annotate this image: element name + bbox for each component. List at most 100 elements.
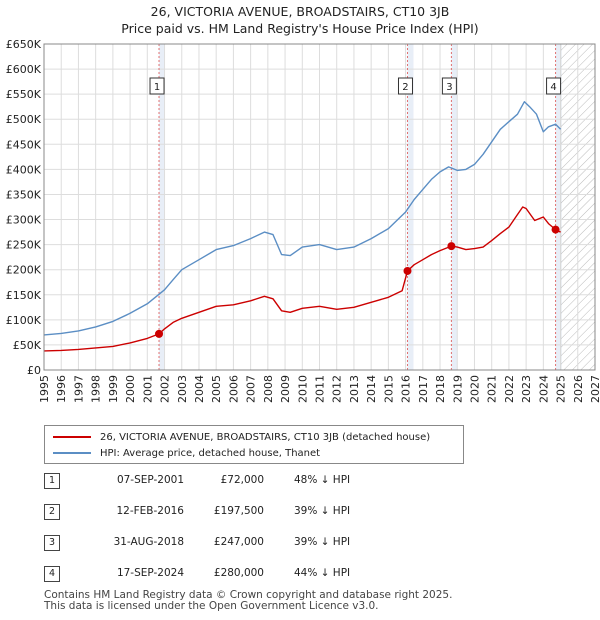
sale-hpi-diff: 39% ↓ HPI — [294, 505, 351, 517]
sale-label-box-4 — [546, 77, 562, 95]
x-tick-label: 2007 — [245, 375, 258, 403]
x-tick-label: 2016 — [400, 375, 413, 403]
sale-point-1 — [155, 329, 164, 338]
x-tick-label: 1995 — [38, 375, 51, 403]
property-price-line — [43, 206, 561, 352]
sale-point-2 — [403, 266, 412, 275]
table-row: 3 31-AUG-2018 £247,000 39% ↓ HPI — [44, 535, 464, 551]
legend-swatch-property — [53, 436, 91, 438]
x-tick-label: 2006 — [227, 375, 240, 403]
x-tick-label: 2004 — [193, 375, 206, 403]
y-tick-label: £0 — [27, 364, 41, 377]
sale-label-box-2 — [397, 77, 413, 95]
chart-title: 26, VICTORIA AVENUE, BROADSTAIRS, CT10 3… — [0, 3, 600, 37]
y-tick-label: £300K — [6, 214, 42, 227]
y-tick-label: £500K — [6, 113, 42, 126]
sale-badge: 1 — [44, 473, 60, 489]
sale-label-4: 4 — [550, 82, 556, 93]
x-tick-label: 2022 — [503, 375, 516, 403]
x-tick-label: 1998 — [90, 375, 103, 403]
x-tick-label: 2013 — [348, 375, 361, 403]
sale-label-3: 3 — [446, 82, 452, 93]
sale-badge: 3 — [44, 535, 60, 551]
x-tick-label: 2015 — [382, 375, 395, 403]
x-tick-label: 2014 — [365, 375, 378, 403]
sale-point-3 — [447, 242, 456, 251]
y-tick-label: £550K — [6, 88, 42, 101]
sale-hpi-diff: 48% ↓ HPI — [294, 474, 351, 486]
price-chart: £0 £50K £100K £150K £200K £250K £300K £350K £400… — [6, 38, 600, 403]
sale-shade-2 — [407, 44, 414, 370]
x-tick-label: 2017 — [417, 375, 430, 403]
x-tick-label: 2008 — [262, 375, 275, 403]
plot-frame — [43, 43, 596, 371]
sale-hpi-diff: 44% ↓ HPI — [294, 567, 351, 579]
sale-label-box-1 — [149, 77, 165, 95]
chart-title-line-1: 26, VICTORIA AVENUE, BROADSTAIRS, CT10 3… — [150, 4, 450, 19]
sale-hpi-diff: 39% ↓ HPI — [294, 536, 351, 548]
x-tick-label: 2027 — [589, 375, 600, 403]
y-tick-label: £600K — [6, 63, 42, 76]
x-tick-label: 2000 — [124, 375, 137, 403]
sale-label-2: 2 — [402, 82, 408, 93]
y-tick-label: £200K — [6, 264, 42, 277]
x-tick-label: 2023 — [520, 375, 533, 403]
table-row: 2 12-FEB-2016 £197,500 39% ↓ HPI — [44, 504, 464, 520]
legend-label-hpi: HPI: Average price, detached house, Than… — [100, 447, 321, 459]
x-tick-label: 2001 — [141, 375, 154, 403]
x-tick-label: 2011 — [314, 375, 327, 403]
footer-line-2: This data is licensed under the Open Gov… — [44, 600, 379, 612]
sale-shade-1 — [159, 44, 166, 370]
y-tick-label: £450K — [6, 138, 42, 151]
x-tick-label: 2010 — [296, 375, 309, 403]
x-tick-label: 2002 — [159, 375, 172, 403]
sale-date: 07-SEP-2001 — [116, 474, 184, 486]
sale-price: £280,000 — [213, 567, 264, 579]
x-tick-label: 1999 — [107, 375, 120, 403]
x-tick-label: 1997 — [72, 375, 85, 403]
sale-price: £197,500 — [213, 505, 264, 517]
footer: Contains HM Land Registry data © Crown c… — [44, 590, 452, 612]
sale-label-1: 1 — [154, 82, 160, 93]
x-tick-label: 2024 — [537, 375, 550, 403]
legend-swatch-hpi — [53, 452, 91, 454]
legend-item-property: 26, VICTORIA AVENUE, BROADSTAIRS, CT10 3… — [53, 430, 430, 444]
x-tick-label: 1996 — [55, 375, 68, 403]
x-tick-label: 2025 — [555, 375, 568, 403]
y-tick-label: £50K — [13, 339, 42, 352]
x-tick-label: 2020 — [468, 375, 481, 403]
sale-date: 31-AUG-2018 — [113, 536, 184, 548]
chart-title-line-2: Price paid vs. HM Land Registry's House … — [121, 21, 479, 36]
sale-date: 12-FEB-2016 — [116, 505, 184, 517]
y-tick-label: £650K — [6, 38, 42, 51]
sale-price: £247,000 — [213, 536, 264, 548]
x-tick-label: 2012 — [331, 375, 344, 403]
x-tick-label: 2018 — [434, 375, 447, 403]
x-tick-label: 2026 — [572, 375, 585, 403]
y-tick-label: £350K — [6, 188, 42, 201]
chart-legend: 26, VICTORIA AVENUE, BROADSTAIRS, CT10 3… — [44, 425, 464, 464]
y-tick-label: £150K — [6, 289, 42, 302]
x-tick-label: 2021 — [486, 375, 499, 403]
sale-badge: 2 — [44, 504, 60, 520]
y-tick-label: £100K — [6, 314, 42, 327]
hpi-line — [43, 100, 562, 336]
sale-shade-4 — [555, 44, 562, 370]
x-tick-label: 2003 — [176, 375, 189, 403]
y-tick-label: £250K — [6, 239, 42, 252]
sale-date: 17-SEP-2024 — [116, 567, 184, 579]
table-row: 4 17-SEP-2024 £280,000 44% ↓ HPI — [44, 566, 464, 582]
footer-line-1: Contains HM Land Registry data © Crown c… — [44, 589, 453, 601]
sale-shade-3 — [451, 44, 458, 370]
sale-point-4 — [551, 225, 560, 234]
sale-badge: 4 — [44, 566, 60, 582]
x-tick-label: 2005 — [210, 375, 223, 403]
legend-item-hpi: HPI: Average price, detached house, Than… — [53, 446, 320, 460]
sale-price: £72,000 — [220, 474, 264, 486]
x-tick-label: 2009 — [279, 375, 292, 403]
y-tick-label: £400K — [6, 163, 42, 176]
sale-label-box-3 — [441, 77, 457, 95]
x-tick-label: 2019 — [451, 375, 464, 403]
legend-label-property: 26, VICTORIA AVENUE, BROADSTAIRS, CT10 3… — [100, 431, 431, 443]
table-row: 1 07-SEP-2001 £72,000 48% ↓ HPI — [44, 473, 464, 489]
